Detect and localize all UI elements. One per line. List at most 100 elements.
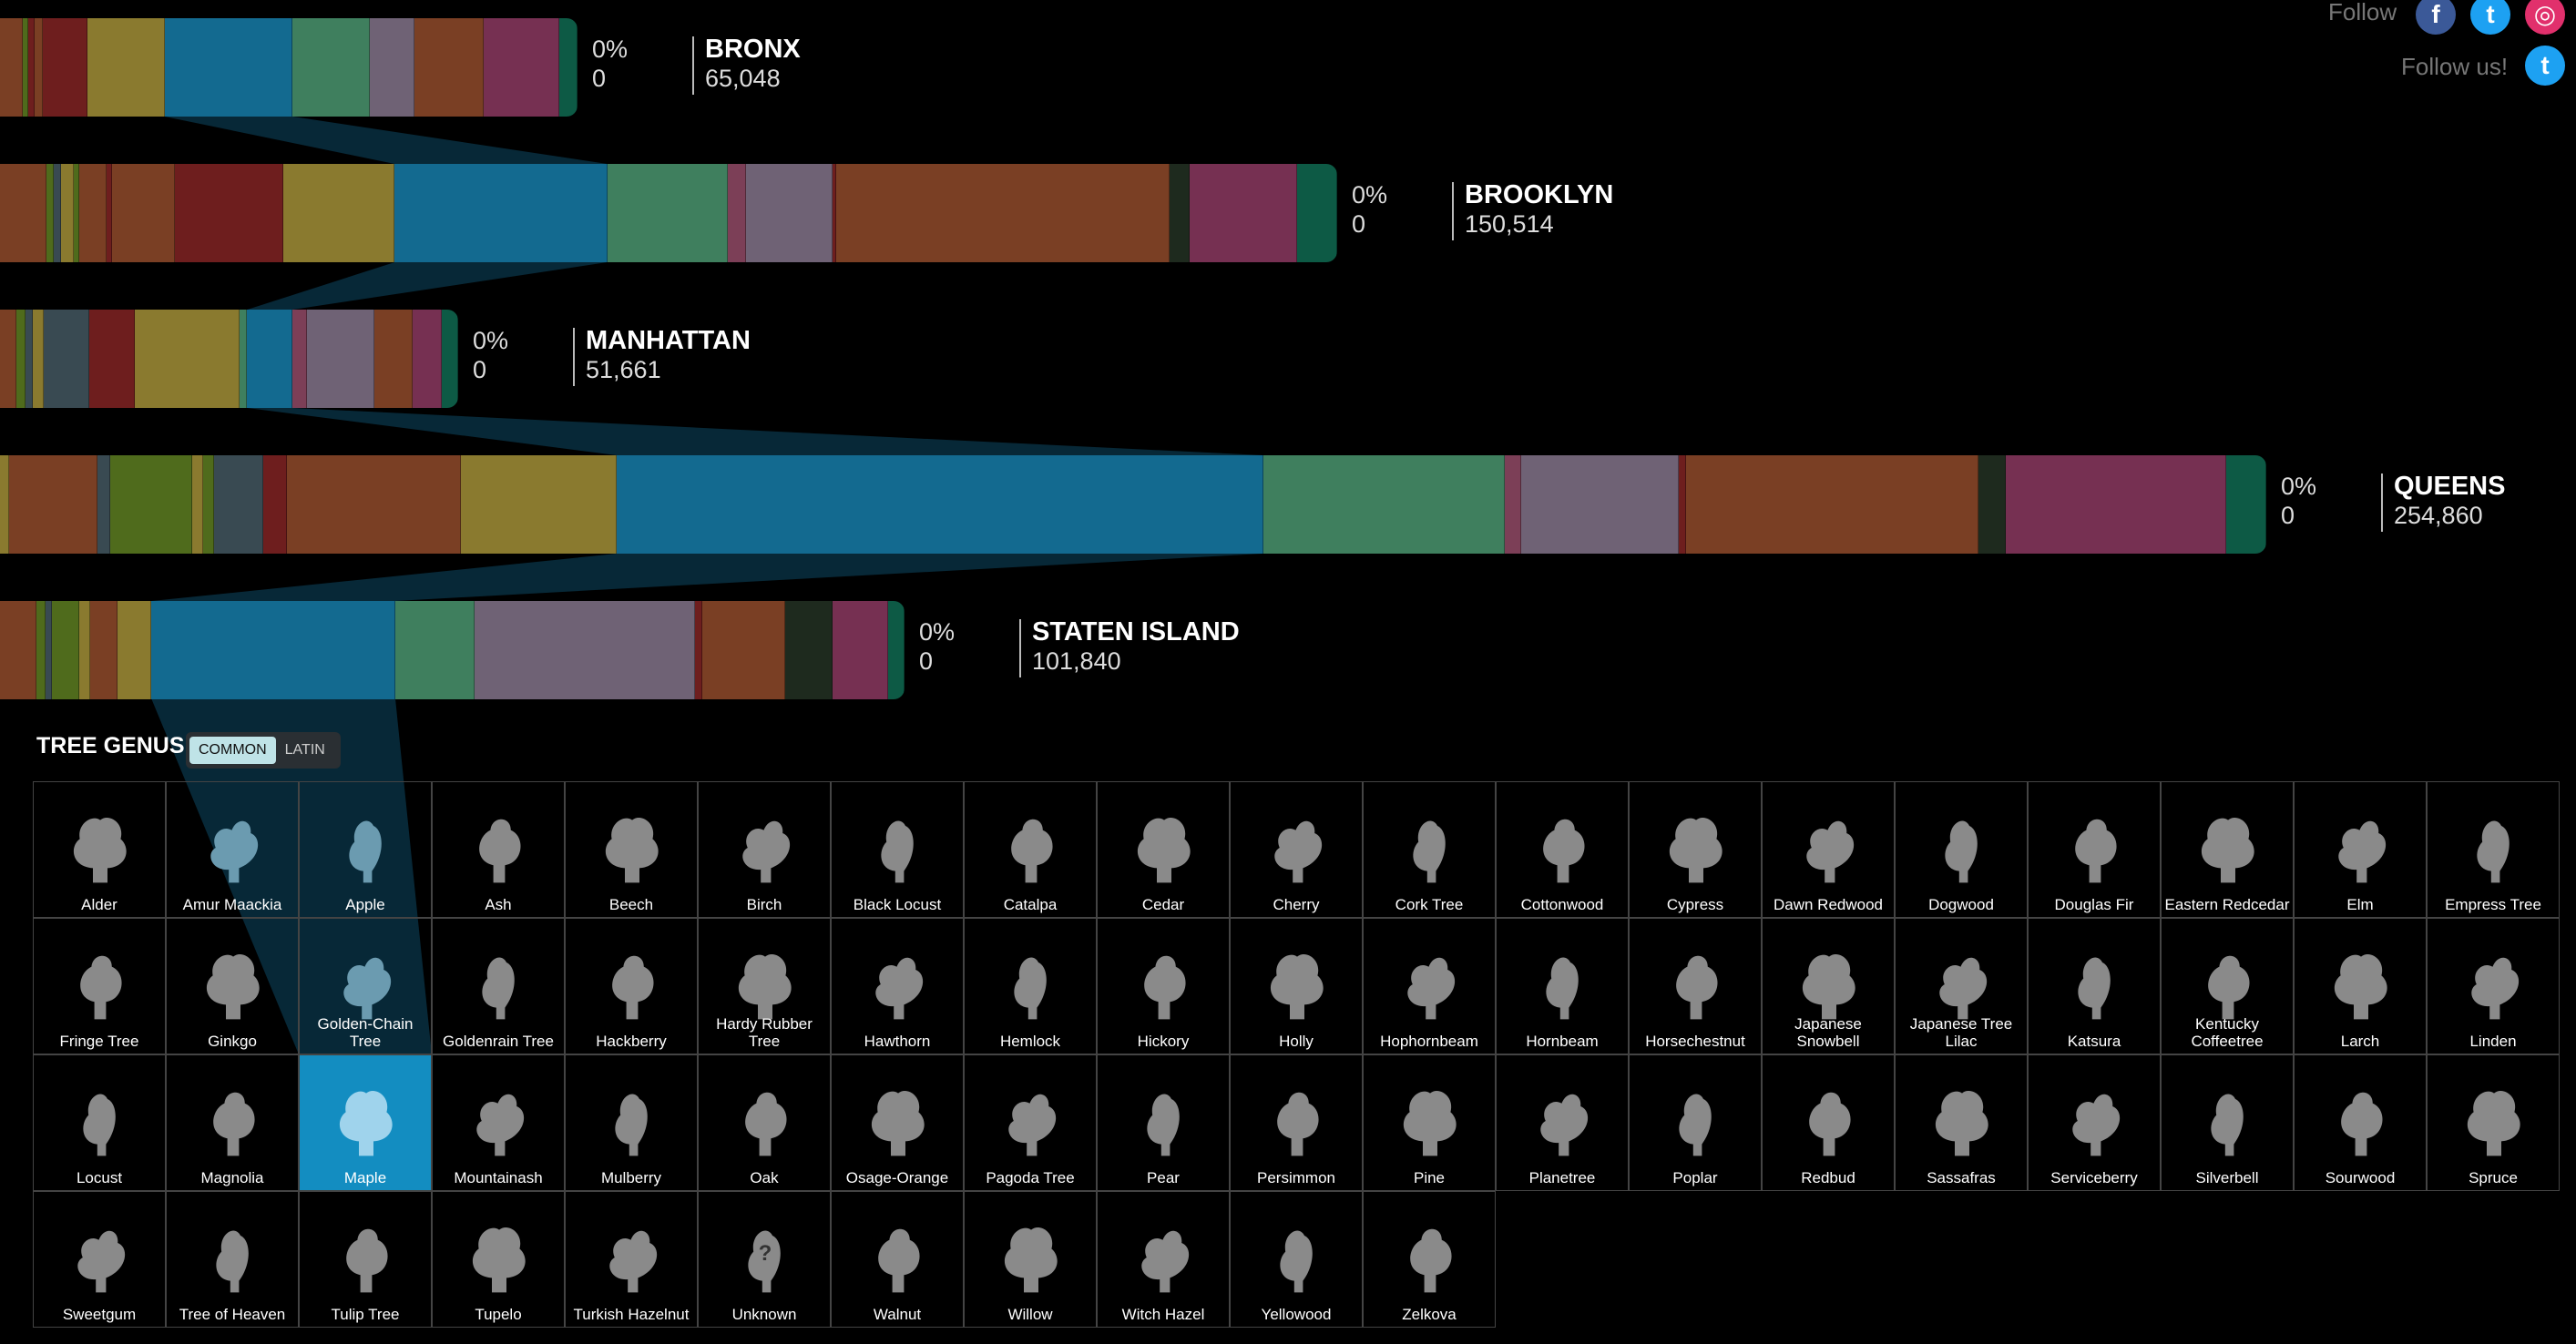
genus-segment[interactable] [888, 601, 905, 699]
genus-cell-black-locust[interactable]: Black Locust [831, 781, 964, 918]
genus-cell-locust[interactable]: Locust [33, 1054, 166, 1191]
genus-segment[interactable] [111, 164, 175, 262]
genus-cell-cork-tree[interactable]: Cork Tree [1363, 781, 1496, 918]
genus-cell-goldenrain-tree[interactable]: Goldenrain Tree [432, 918, 565, 1054]
genus-segment[interactable] [45, 601, 53, 699]
genus-cell-japanese-tree-lilac[interactable]: Japanese Tree Lilac [1895, 918, 2028, 1054]
genus-segment[interactable] [1685, 455, 1979, 554]
genus-segment[interactable] [87, 18, 165, 117]
instagram-icon[interactable]: ◎ [2525, 0, 2565, 35]
genus-segment[interactable] [558, 18, 578, 117]
genus-segment[interactable] [42, 18, 87, 117]
genus-cell-hackberry[interactable]: Hackberry [565, 918, 698, 1054]
genus-segment[interactable] [395, 601, 475, 699]
genus-cell-sweetgum[interactable]: Sweetgum [33, 1191, 166, 1328]
genus-cell-douglas-fir[interactable]: Douglas Fir [2028, 781, 2161, 918]
genus-segment[interactable] [9, 455, 97, 554]
twitter-icon[interactable]: t [2470, 0, 2510, 35]
genus-segment[interactable] [292, 310, 308, 408]
genus-segment[interactable] [22, 18, 29, 117]
genus-segment[interactable] [1978, 455, 2007, 554]
genus-segment[interactable] [151, 601, 396, 699]
genus-segment[interactable] [2225, 455, 2266, 554]
name-toggle[interactable]: COMMON LATIN [186, 732, 341, 769]
genus-cell-beech[interactable]: Beech [565, 781, 698, 918]
genus-segment[interactable] [412, 310, 442, 408]
genus-segment[interactable] [61, 164, 75, 262]
genus-cell-eastern-redcedar[interactable]: Eastern Redcedar [2161, 781, 2294, 918]
genus-cell-apple[interactable]: Apple [299, 781, 432, 918]
genus-cell-redbud[interactable]: Redbud [1762, 1054, 1895, 1191]
genus-cell-turkish-hazelnut[interactable]: Turkish Hazelnut [565, 1191, 698, 1328]
genus-cell-zelkova[interactable]: Zelkova [1363, 1191, 1496, 1328]
genus-cell-larch[interactable]: Larch [2294, 918, 2427, 1054]
genus-segment[interactable] [88, 310, 135, 408]
genus-segment[interactable] [374, 310, 413, 408]
genus-cell-elm[interactable]: Elm [2294, 781, 2427, 918]
genus-cell-dawn-redwood[interactable]: Dawn Redwood [1762, 781, 1895, 918]
genus-segment[interactable] [394, 164, 608, 262]
twitter-icon[interactable]: t [2525, 46, 2565, 86]
borough-bar-queens[interactable] [0, 455, 2266, 554]
genus-segment[interactable] [109, 455, 192, 554]
genus-segment[interactable] [0, 164, 47, 262]
genus-cell-cherry[interactable]: Cherry [1230, 781, 1363, 918]
genus-segment[interactable] [203, 455, 215, 554]
genus-cell-alder[interactable]: Alder [33, 781, 166, 918]
toggle-common[interactable]: COMMON [189, 737, 276, 764]
genus-cell-ash[interactable]: Ash [432, 781, 565, 918]
genus-segment[interactable] [15, 310, 26, 408]
genus-segment[interactable] [282, 164, 395, 262]
genus-cell-sassafras[interactable]: Sassafras [1895, 1054, 2028, 1191]
genus-segment[interactable] [307, 310, 375, 408]
genus-segment[interactable] [97, 455, 110, 554]
genus-cell-serviceberry[interactable]: Serviceberry [2028, 1054, 2161, 1191]
genus-cell-birch[interactable]: Birch [698, 781, 831, 918]
genus-segment[interactable] [0, 601, 36, 699]
genus-segment[interactable] [1297, 164, 1337, 262]
genus-cell-cedar[interactable]: Cedar [1097, 781, 1230, 918]
genus-segment[interactable] [54, 164, 62, 262]
genus-cell-hophornbeam[interactable]: Hophornbeam [1363, 918, 1496, 1054]
genus-segment[interactable] [247, 310, 293, 408]
genus-cell-cypress[interactable]: Cypress [1629, 781, 1762, 918]
genus-cell-kentucky-coffeetree[interactable]: Kentucky Coffeetree [2161, 918, 2294, 1054]
genus-segment[interactable] [1262, 455, 1505, 554]
genus-cell-sourwood[interactable]: Sourwood [2294, 1054, 2427, 1191]
genus-segment[interactable] [0, 455, 10, 554]
genus-segment[interactable] [287, 455, 462, 554]
genus-cell-amur-maackia[interactable]: Amur Maackia [166, 781, 299, 918]
genus-cell-osage-orange[interactable]: Osage-Orange [831, 1054, 964, 1191]
genus-cell-hornbeam[interactable]: Hornbeam [1496, 918, 1629, 1054]
genus-segment[interactable] [745, 164, 833, 262]
genus-segment[interactable] [1520, 455, 1679, 554]
genus-segment[interactable] [106, 164, 112, 262]
genus-cell-spruce[interactable]: Spruce [2427, 1054, 2560, 1191]
genus-cell-walnut[interactable]: Walnut [831, 1191, 964, 1328]
genus-segment[interactable] [2006, 455, 2226, 554]
genus-segment[interactable] [441, 310, 458, 408]
genus-segment[interactable] [0, 18, 23, 117]
genus-cell-cottonwood[interactable]: Cottonwood [1496, 781, 1629, 918]
genus-segment[interactable] [28, 18, 35, 117]
genus-cell-tulip-tree[interactable]: Tulip Tree [299, 1191, 432, 1328]
toggle-latin[interactable]: LATIN [284, 742, 325, 758]
genus-segment[interactable] [263, 455, 288, 554]
genus-segment[interactable] [0, 310, 16, 408]
genus-segment[interactable] [461, 455, 618, 554]
genus-cell-ginkgo[interactable]: Ginkgo [166, 918, 299, 1054]
genus-cell-catalpa[interactable]: Catalpa [964, 781, 1097, 918]
genus-cell-japanese-snowbell[interactable]: Japanese Snowbell [1762, 918, 1895, 1054]
genus-cell-holly[interactable]: Holly [1230, 918, 1363, 1054]
genus-segment[interactable] [695, 601, 702, 699]
genus-segment[interactable] [785, 601, 833, 699]
genus-segment[interactable] [25, 310, 33, 408]
facebook-icon[interactable]: f [2416, 0, 2456, 35]
genus-segment[interactable] [1169, 164, 1190, 262]
genus-cell-linden[interactable]: Linden [2427, 918, 2560, 1054]
genus-cell-planetree[interactable]: Planetree [1496, 1054, 1629, 1191]
genus-segment[interactable] [43, 310, 89, 408]
genus-segment[interactable] [832, 601, 889, 699]
genus-cell-mountainash[interactable]: Mountainash [432, 1054, 565, 1191]
genus-segment[interactable] [1504, 455, 1521, 554]
